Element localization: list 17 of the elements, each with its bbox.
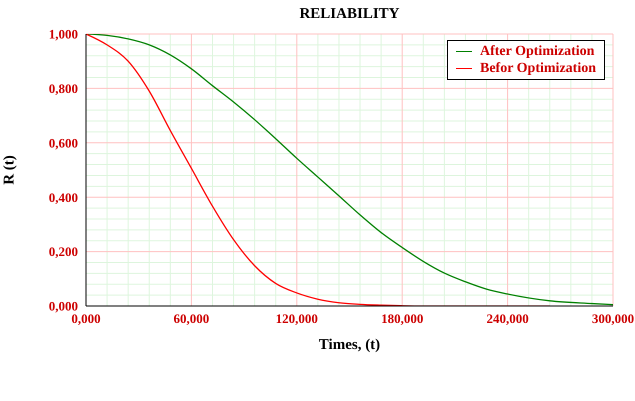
x-axis-title: Times, (t): [318, 337, 380, 353]
y-tick-label: 1,000: [48, 26, 78, 42]
x-tick-label: 60,000: [174, 311, 210, 326]
chart-title: RELIABILITY: [298, 6, 401, 23]
y-tick-label: 0,000: [48, 298, 78, 314]
y-tick-label: 0,200: [48, 244, 78, 260]
legend-label: After Optimization: [478, 43, 596, 60]
x-tick-label: 240,000: [486, 311, 529, 326]
x-tick-label: 180,000: [381, 311, 424, 326]
x-tick-label: 300,000: [592, 311, 634, 326]
y-tick-label: 0,400: [48, 190, 78, 205]
y-tick-label: 0,800: [48, 81, 78, 96]
x-tick-label: 0,000: [71, 311, 101, 326]
x-tick-label: 120,000: [276, 311, 318, 326]
legend-label: Befor Optimization: [478, 60, 596, 77]
y-tick-label: 0,600: [48, 135, 78, 150]
y-axis-title: R (t): [1, 155, 18, 185]
